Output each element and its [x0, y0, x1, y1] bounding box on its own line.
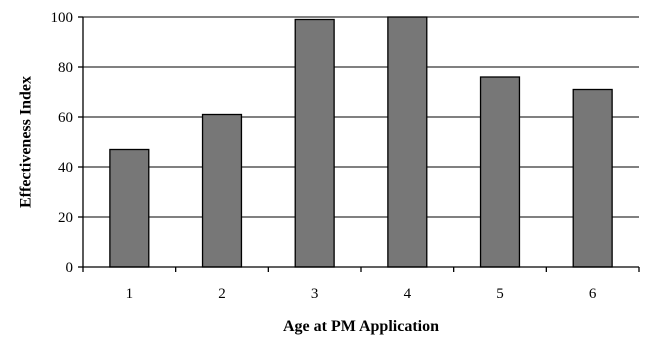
y-axis-title: Effectiveness Index: [18, 76, 35, 208]
y-tick-label: 40: [58, 160, 73, 176]
y-tick-label: 0: [66, 260, 74, 276]
axes: [78, 16, 640, 272]
y-tick-label: 80: [58, 60, 73, 76]
y-tick-labels: 0 20 40 60 80 100: [51, 10, 74, 276]
x-tick-label: 6: [589, 286, 597, 302]
x-tick-label: 2: [218, 286, 226, 302]
bars: [109, 16, 613, 268]
y-tick-label: 60: [58, 110, 73, 126]
grid-lines: [83, 16, 639, 218]
y-tick-label: 20: [58, 210, 73, 226]
x-axis-title: Age at PM Application: [283, 318, 439, 335]
x-tick-labels: 1 2 3 4 5 6: [126, 286, 597, 302]
bar-4: [387, 16, 428, 268]
x-tick-label: 1: [126, 286, 134, 302]
y-tick-label: 100: [51, 10, 74, 26]
x-tick-label: 5: [496, 286, 504, 302]
bar-1: [109, 148, 150, 268]
bar-3: [294, 18, 335, 268]
x-tick-label: 3: [311, 286, 319, 302]
bar-6: [572, 88, 613, 268]
bar-5: [479, 76, 521, 268]
x-tick-label: 4: [404, 286, 412, 302]
bar-2: [201, 113, 243, 268]
